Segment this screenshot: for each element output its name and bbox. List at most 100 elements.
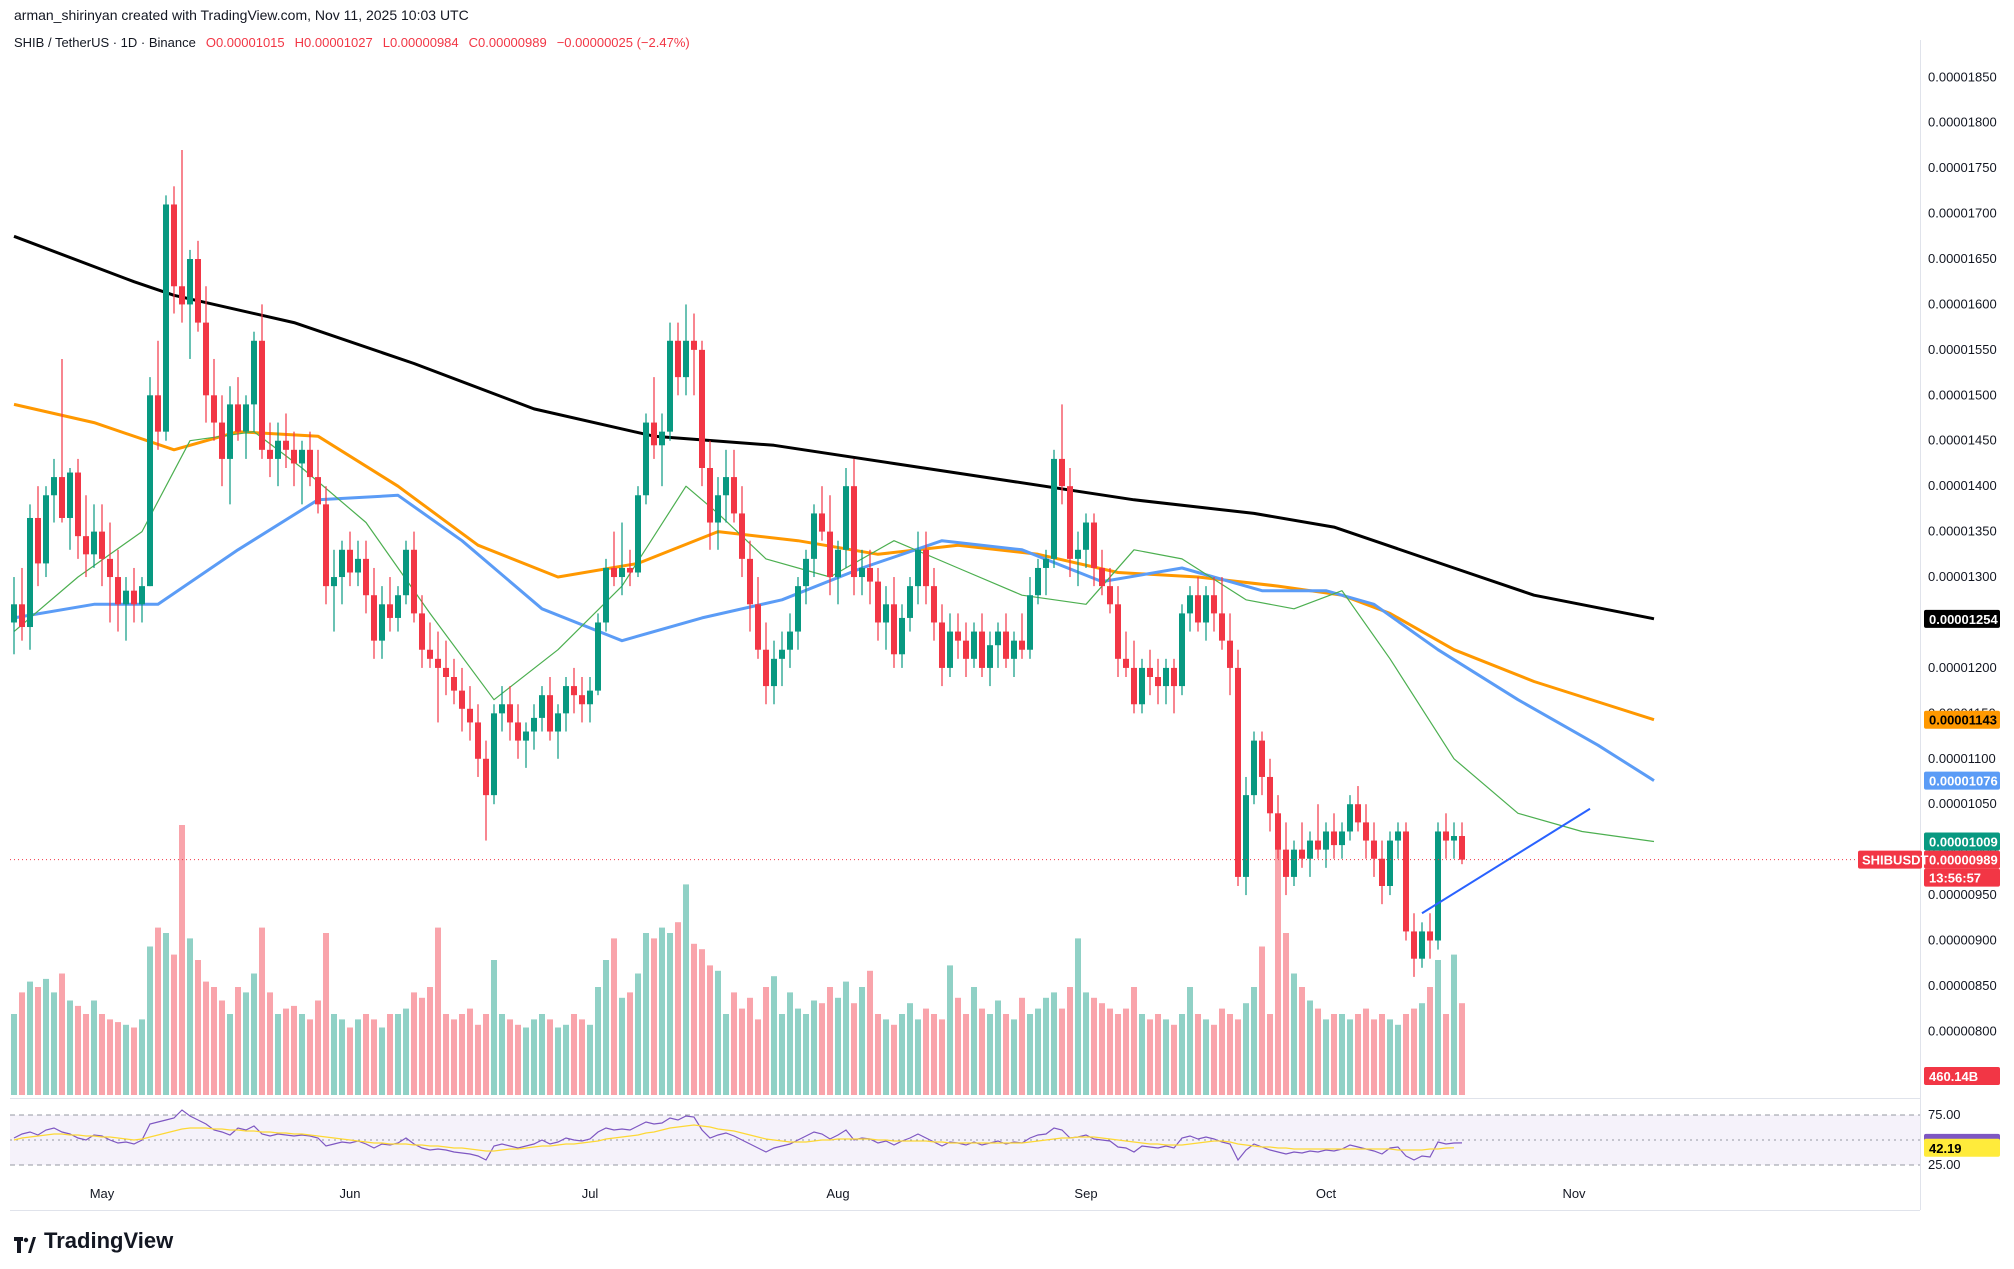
volume-bar xyxy=(939,1019,945,1095)
time-tick-label: Aug xyxy=(826,1186,849,1201)
volume-bar xyxy=(1099,1003,1105,1095)
volume-bar xyxy=(147,946,153,1095)
candle xyxy=(387,577,393,632)
candle-body xyxy=(11,604,17,623)
price-tick-label: 0.00001750 xyxy=(1928,160,1997,175)
candle xyxy=(611,531,617,587)
volume-bar xyxy=(1163,1019,1169,1095)
candle xyxy=(931,567,937,641)
volume-bar xyxy=(827,987,833,1095)
candle xyxy=(1427,913,1433,959)
volume-bar xyxy=(587,1024,593,1095)
volume-bar xyxy=(211,987,217,1095)
volume-bar xyxy=(851,1003,857,1095)
volume-bar xyxy=(1355,1014,1361,1095)
candle xyxy=(1075,531,1081,587)
candle xyxy=(1379,840,1385,905)
volume-bar xyxy=(227,1014,233,1095)
volume-bar xyxy=(19,992,25,1095)
price-tick-label: 0.00001050 xyxy=(1928,796,1997,811)
volume-bar xyxy=(1043,997,1049,1095)
volume-bar xyxy=(11,1014,17,1095)
candle xyxy=(667,322,673,441)
volume-bar xyxy=(291,1005,297,1095)
candle xyxy=(715,477,721,550)
volume-bar xyxy=(899,1014,905,1095)
volume-bar xyxy=(555,1027,561,1095)
candle xyxy=(115,549,121,632)
symbol-legend: SHIB / TetherUS · 1D · Binance O0.000010… xyxy=(14,35,690,50)
volume-bar xyxy=(675,922,681,1095)
volume-bar xyxy=(435,927,441,1095)
candle xyxy=(579,677,585,723)
volume-bar xyxy=(155,927,161,1095)
candle xyxy=(187,249,193,359)
volume-bar xyxy=(75,1005,81,1095)
candle xyxy=(531,704,537,750)
price-badge-bg xyxy=(1924,771,2000,790)
candle-body xyxy=(1435,831,1441,941)
moving-average-line xyxy=(13,493,1655,782)
volume-bar xyxy=(603,960,609,1095)
volume-bar xyxy=(1459,1003,1465,1095)
moving-averages xyxy=(13,234,1655,843)
tradingview-logo[interactable]: TradingView xyxy=(14,1228,173,1254)
candle xyxy=(299,440,305,505)
candle xyxy=(379,586,385,659)
candle-body xyxy=(91,531,97,555)
volume-bar xyxy=(1227,1014,1233,1095)
candle xyxy=(795,577,801,650)
candle-body xyxy=(107,558,113,578)
candle-body xyxy=(691,340,697,350)
candle-body xyxy=(1299,849,1305,859)
candle xyxy=(35,486,41,587)
symbol-badge-label: SHIBUSDT xyxy=(1862,853,1929,868)
candle xyxy=(1227,613,1233,696)
volume-bar xyxy=(403,1008,409,1095)
volume-bar xyxy=(1363,1008,1369,1095)
volume-bar xyxy=(915,1019,921,1095)
candle-body xyxy=(211,395,217,423)
candle xyxy=(811,504,817,578)
volume-bar xyxy=(1411,1008,1417,1095)
candle-body xyxy=(1219,613,1225,641)
candle-body xyxy=(587,690,593,705)
volume-bar xyxy=(27,981,33,1095)
volume-badge-label: 460.14B xyxy=(1929,1069,1978,1084)
price-tick-label: 0.00001100 xyxy=(1928,751,1996,766)
candle-body xyxy=(843,486,849,550)
candle xyxy=(883,586,889,650)
candle xyxy=(1459,822,1465,865)
candle-body xyxy=(603,567,609,623)
candle-body xyxy=(659,431,665,446)
candle-body xyxy=(1083,522,1089,550)
time-tick-label: Jun xyxy=(340,1186,361,1201)
symbol-label: SHIB / TetherUS · 1D · Binance xyxy=(14,35,196,50)
candle xyxy=(27,504,33,650)
candle xyxy=(1411,913,1417,977)
price-badge-label: 0.00001254 xyxy=(1929,612,1998,627)
candle-body xyxy=(1459,836,1465,860)
candle xyxy=(971,622,977,668)
candle xyxy=(171,186,177,314)
candle xyxy=(107,522,113,623)
candle xyxy=(643,413,649,505)
volume-bar xyxy=(763,987,769,1095)
candle-body xyxy=(59,477,65,518)
candle-body xyxy=(787,631,793,650)
candle xyxy=(1003,613,1009,668)
volume-bar xyxy=(339,1019,345,1095)
volume-bar xyxy=(1251,987,1257,1095)
candle xyxy=(547,677,553,741)
volume-bar xyxy=(707,965,713,1095)
candle xyxy=(435,631,441,723)
candle-body xyxy=(883,604,889,623)
volume-bar xyxy=(283,1008,289,1095)
candle-body xyxy=(827,531,833,578)
candle-body xyxy=(779,649,785,659)
candle-body xyxy=(619,567,625,578)
candle-body xyxy=(483,758,489,796)
candle-body xyxy=(187,259,193,305)
candle xyxy=(19,567,25,641)
